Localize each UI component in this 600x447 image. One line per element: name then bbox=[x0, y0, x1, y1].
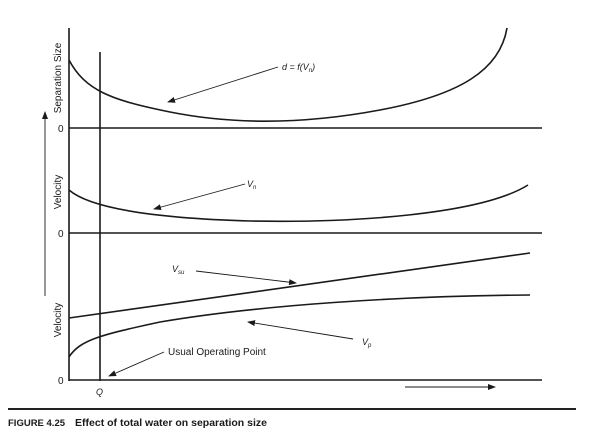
vn-label: Vn bbox=[247, 179, 257, 191]
caption-rule bbox=[8, 408, 576, 410]
zero-label-top: 0 bbox=[58, 124, 64, 135]
ylabel-velocity-middle: Velocity bbox=[53, 175, 64, 209]
vn-curve bbox=[68, 184, 529, 223]
caption-text: Effect of total water on separation size bbox=[75, 417, 267, 429]
zero-label-middle: 0 bbox=[58, 229, 64, 240]
figure-number: FIGURE 4.25 bbox=[8, 418, 66, 429]
d-curve-arrow bbox=[167, 66, 279, 103]
separation-size-curve bbox=[68, 27, 508, 122]
ylabel-separation-size: Separation Size bbox=[53, 42, 64, 113]
operating-point-arrow bbox=[108, 351, 165, 377]
operating-point-label: Usual Operating Point bbox=[168, 347, 266, 358]
vp-label: Vp bbox=[362, 337, 372, 349]
vp-arrow bbox=[247, 320, 354, 340]
vsu-line bbox=[68, 252, 531, 319]
figure-caption: FIGURE 4.25 Effect of total water on sepa… bbox=[8, 417, 267, 429]
vsu-label: Vsu bbox=[172, 264, 185, 276]
d-curve-label: d = f(Vn) bbox=[282, 62, 315, 74]
ylabel-velocity-bottom: Velocity bbox=[53, 303, 64, 337]
vp-curve bbox=[68, 294, 531, 358]
vsu-arrow bbox=[195, 270, 297, 286]
zero-label-bottom: 0 bbox=[58, 376, 64, 387]
q-label: Q bbox=[96, 387, 103, 397]
vn-arrow bbox=[153, 183, 246, 211]
